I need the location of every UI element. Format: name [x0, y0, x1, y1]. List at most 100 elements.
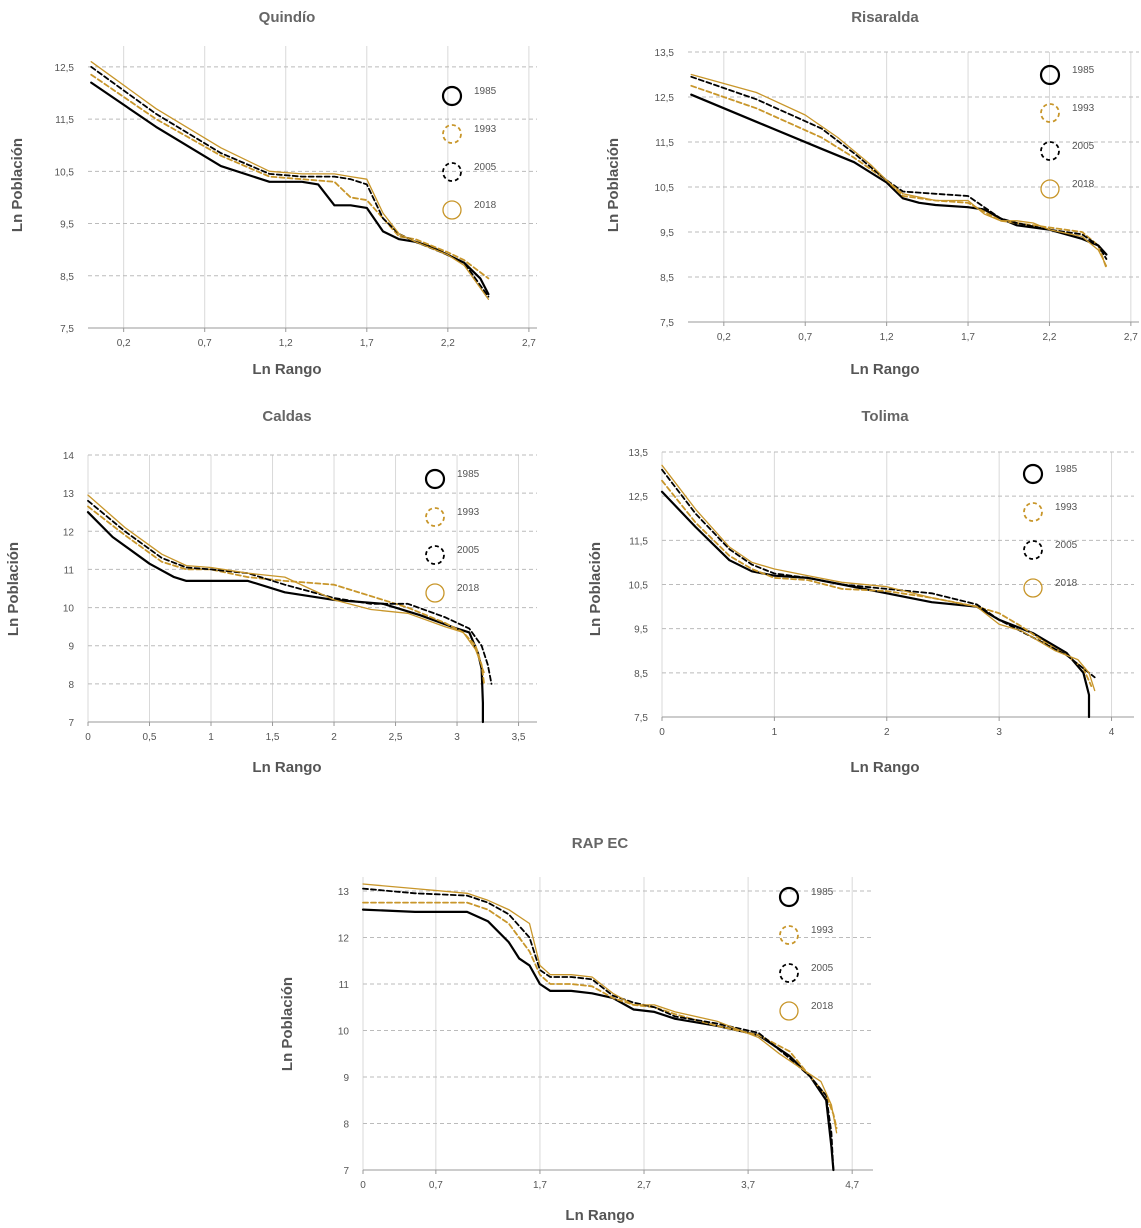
legend-label-2018: 2018: [1055, 578, 1078, 589]
x-tick-label: 0,5: [143, 732, 157, 743]
x-axis-label: Ln Rango: [565, 1207, 634, 1224]
y-tick-label: 14: [63, 451, 75, 462]
series-line-1985: [660, 490, 1091, 719]
x-tick-label: 0: [85, 732, 91, 743]
y-tick-label: 12,5: [55, 63, 75, 74]
legend-label-2005: 2005: [1072, 141, 1095, 152]
legend-label-1993: 1993: [1055, 502, 1078, 513]
x-tick-label: 0: [360, 1180, 366, 1191]
x-tick-label: 4,7: [845, 1180, 859, 1191]
y-axis-label: Ln Población: [9, 138, 26, 232]
series-line-2005: [362, 887, 835, 1171]
y-tick-label: 10,5: [655, 183, 675, 194]
y-tick-label: 12: [338, 933, 350, 944]
legend-label-1993: 1993: [1072, 103, 1095, 114]
x-tick-label: 1,7: [961, 332, 975, 343]
legend-label-2018: 2018: [811, 1001, 834, 1012]
legend-marker-1993: [779, 925, 799, 945]
y-tick-label: 7: [68, 718, 74, 729]
x-tick-label: 2,7: [637, 1180, 651, 1191]
y-tick-label: 7: [343, 1166, 349, 1177]
legend-marker-1985: [778, 886, 800, 908]
x-tick-label: 2: [884, 727, 890, 738]
y-tick-label: 9: [343, 1073, 349, 1084]
x-tick-label: 2: [331, 732, 337, 743]
series-line-2018: [690, 73, 1108, 267]
x-axis-label: Ln Rango: [850, 361, 919, 378]
legend-label-2005: 2005: [811, 963, 834, 974]
chart-panel-1: Risaralda 0,2 0,7 1,2 1,7 2,2 2,7 7,5 8,5 9,5 10,5…: [605, 9, 1139, 378]
x-tick-label: 0,7: [429, 1180, 443, 1191]
x-axis-label: Ln Rango: [850, 759, 919, 776]
series-line-1993: [362, 901, 838, 1129]
legend-marker-1993: [1023, 502, 1043, 522]
x-tick-label: 1,7: [360, 338, 374, 349]
legend-label-2005: 2005: [474, 162, 497, 173]
y-tick-label: 11: [64, 565, 75, 576]
chart-title: Risaralda: [851, 9, 919, 26]
legend-label-1985: 1985: [457, 469, 480, 480]
x-tick-label: 3,5: [512, 732, 526, 743]
legend-marker-2005: [425, 545, 445, 565]
series-line-2005: [661, 468, 1096, 679]
y-tick-label: 8: [68, 680, 74, 691]
x-tick-label: 3: [454, 732, 460, 743]
chart-panel-0: Quindío 0,2 0,7 1,2 1,7 2,2 2,7 7,5 8,5 9,5 10,5 11…: [9, 9, 537, 378]
legend-marker-2018: [425, 583, 445, 603]
legend-marker-2005: [779, 963, 799, 983]
y-tick-label: 11,5: [55, 115, 74, 126]
y-tick-label: 9,5: [660, 228, 674, 239]
x-axis-label: Ln Rango: [252, 759, 321, 776]
x-tick-label: 4: [1109, 727, 1115, 738]
legend-marker-2018: [442, 200, 462, 220]
legend-label-1985: 1985: [474, 86, 497, 97]
chart-title: Quindío: [259, 9, 316, 26]
y-tick-label: 9,5: [634, 625, 648, 636]
legend-marker-2018: [1040, 179, 1060, 199]
y-tick-label: 13: [63, 489, 75, 500]
x-tick-label: 1,2: [279, 338, 293, 349]
y-axis-label: Ln Población: [279, 977, 296, 1071]
series-line-1993: [87, 505, 486, 685]
legend-marker-1993: [1040, 103, 1060, 123]
chart-panel-2: Caldas 0 0,5 1 1,5 2 2,5 3 3,5 7 8 9 10 11 12 13 14 1985 1…: [5, 408, 537, 776]
legend-marker-2005: [1023, 540, 1043, 560]
y-tick-label: 7,5: [60, 324, 74, 335]
y-tick-label: 8: [343, 1119, 349, 1130]
series-line-1993: [90, 73, 490, 280]
legend-label-2005: 2005: [457, 545, 480, 556]
y-tick-label: 9,5: [60, 220, 74, 231]
x-tick-label: 1,5: [266, 732, 280, 743]
series-line-1993: [690, 84, 1108, 269]
x-tick-label: 0,2: [117, 338, 131, 349]
legend-label-2018: 2018: [474, 200, 497, 211]
legend-label-1985: 1985: [1072, 65, 1095, 76]
series-line-2005: [690, 75, 1108, 260]
x-tick-label: 0,7: [198, 338, 212, 349]
y-axis-label: Ln Población: [5, 542, 22, 636]
x-tick-label: 0,7: [798, 332, 812, 343]
legend-label-1993: 1993: [811, 925, 834, 936]
legend-label-2018: 2018: [457, 583, 480, 594]
chart-title: Tolima: [861, 408, 909, 425]
legend-marker-2005: [442, 162, 462, 182]
series-line-1985: [90, 81, 490, 296]
chart-title: RAP EC: [572, 835, 629, 852]
y-tick-label: 8,5: [60, 272, 74, 283]
series-line-1985: [690, 93, 1108, 256]
y-tick-label: 12,5: [655, 93, 675, 104]
x-tick-label: 0: [659, 727, 665, 738]
series-line-2018: [362, 883, 838, 1134]
x-tick-label: 1: [772, 727, 778, 738]
x-tick-label: 2,5: [389, 732, 403, 743]
y-tick-label: 10,5: [629, 581, 649, 592]
y-tick-label: 11,5: [655, 138, 674, 149]
x-tick-label: 3: [996, 727, 1002, 738]
legend-label-1993: 1993: [457, 507, 480, 518]
x-tick-label: 1,7: [533, 1180, 547, 1191]
legend-label-2018: 2018: [1072, 179, 1095, 190]
y-tick-label: 10,5: [55, 167, 75, 178]
x-tick-label: 3,7: [741, 1180, 755, 1191]
